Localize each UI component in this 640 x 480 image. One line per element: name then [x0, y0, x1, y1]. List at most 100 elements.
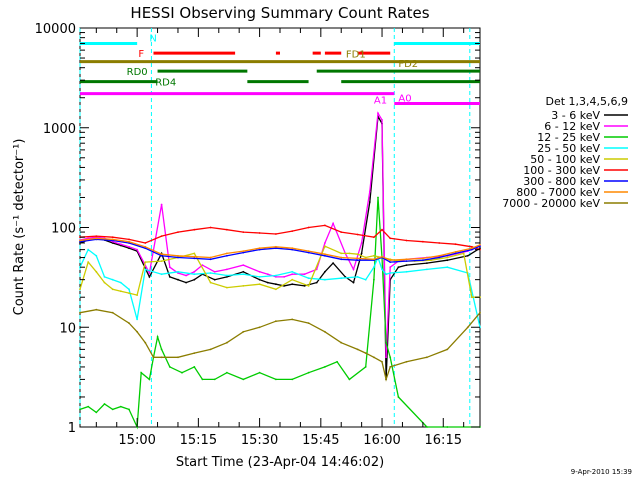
- series-point: [160, 203, 163, 206]
- series-point: [438, 254, 441, 257]
- series-point: [258, 276, 261, 278]
- series-point: [213, 270, 216, 273]
- series-point: [193, 252, 196, 255]
- series-point: [307, 226, 310, 229]
- series-point: [275, 378, 277, 381]
- series-point: [103, 403, 106, 405]
- series-point: [144, 242, 147, 244]
- series-point: [324, 270, 326, 273]
- series-point: [128, 408, 130, 411]
- series-point: [144, 247, 147, 250]
- series-point: [148, 276, 151, 278]
- series-point: [242, 378, 245, 381]
- series-point: [405, 264, 408, 266]
- flag-label-f: F: [138, 49, 144, 60]
- series-point: [405, 270, 408, 273]
- y-tick-label: 10000: [35, 22, 76, 37]
- series-point: [405, 258, 408, 261]
- series-point: [340, 258, 343, 261]
- series-point: [303, 273, 306, 276]
- series-point: [213, 278, 216, 281]
- series-point: [291, 283, 294, 286]
- x-tick-label: 16:15: [425, 433, 462, 448]
- series-point: [128, 292, 130, 294]
- series-point: [373, 278, 375, 281]
- series-point: [87, 405, 90, 408]
- series-point: [95, 270, 98, 273]
- series-point: [340, 252, 343, 255]
- series-point: [446, 348, 449, 351]
- series-point: [438, 242, 441, 244]
- series-point: [426, 426, 428, 428]
- series-point: [364, 366, 367, 368]
- series-point: [360, 242, 363, 244]
- series-point: [181, 371, 183, 374]
- series-point: [119, 290, 122, 293]
- series-point: [226, 341, 228, 344]
- series-point: [111, 408, 114, 411]
- series-point: [148, 272, 151, 274]
- series-point: [422, 240, 424, 243]
- series-point: [364, 278, 367, 281]
- series-point: [193, 278, 196, 281]
- series-point: [283, 276, 285, 278]
- series-point: [381, 360, 383, 363]
- series-point: [258, 326, 261, 329]
- series-point: [291, 378, 294, 381]
- series-point: [368, 201, 371, 203]
- series-point: [119, 281, 122, 284]
- series-point: [111, 278, 114, 281]
- flag-label-rd0: RD0: [127, 67, 148, 78]
- series-point: [356, 259, 359, 262]
- series-point: [356, 276, 359, 278]
- series-point: [405, 239, 408, 242]
- series-point: [185, 274, 188, 277]
- series-point: [291, 270, 294, 273]
- series-point: [226, 286, 228, 289]
- series-point: [160, 356, 163, 359]
- series-point: [213, 378, 216, 381]
- series-point: [258, 283, 261, 286]
- series-point: [201, 378, 204, 381]
- legend-entry-label: 6 - 12 keV: [544, 120, 600, 133]
- series-point: [128, 247, 130, 250]
- series-point: [136, 318, 139, 321]
- series-point: [226, 371, 228, 374]
- series-point: [340, 341, 343, 344]
- series-point: [405, 360, 408, 363]
- legend-entry-label: 25 - 50 keV: [537, 142, 600, 155]
- series-point: [128, 322, 130, 324]
- series-point: [226, 268, 228, 271]
- series-point: [389, 356, 392, 359]
- series-point: [275, 274, 277, 277]
- series-point: [275, 288, 277, 291]
- series-point: [324, 278, 326, 281]
- series-point: [340, 256, 343, 259]
- y-tick-label: 1: [68, 421, 76, 436]
- series-point: [111, 236, 114, 239]
- series-point: [373, 266, 375, 269]
- series-point: [385, 273, 387, 276]
- series-point: [226, 276, 228, 278]
- series-point: [360, 252, 363, 255]
- series-point: [258, 247, 261, 250]
- series-point: [128, 242, 130, 244]
- legend-header: Det 1,3,4,5,6,9: [545, 95, 628, 108]
- legend-entry-label: 7000 - 20000 keV: [502, 197, 600, 210]
- series-point: [95, 411, 98, 414]
- series-point: [397, 396, 400, 398]
- series-point: [315, 281, 318, 284]
- series-point: [193, 257, 196, 260]
- series-point: [336, 360, 338, 363]
- flag-bars: NF FD1 RD0 FD2 RD4 A1 A0: [80, 33, 480, 107]
- series-point: [291, 273, 294, 276]
- series-point: [140, 371, 143, 374]
- series-point: [144, 245, 147, 248]
- series-point: [242, 270, 245, 273]
- series-point: [426, 356, 428, 359]
- series-point: [462, 252, 465, 255]
- series-point: [128, 238, 130, 241]
- series-point: [291, 248, 294, 251]
- series-point: [160, 348, 163, 351]
